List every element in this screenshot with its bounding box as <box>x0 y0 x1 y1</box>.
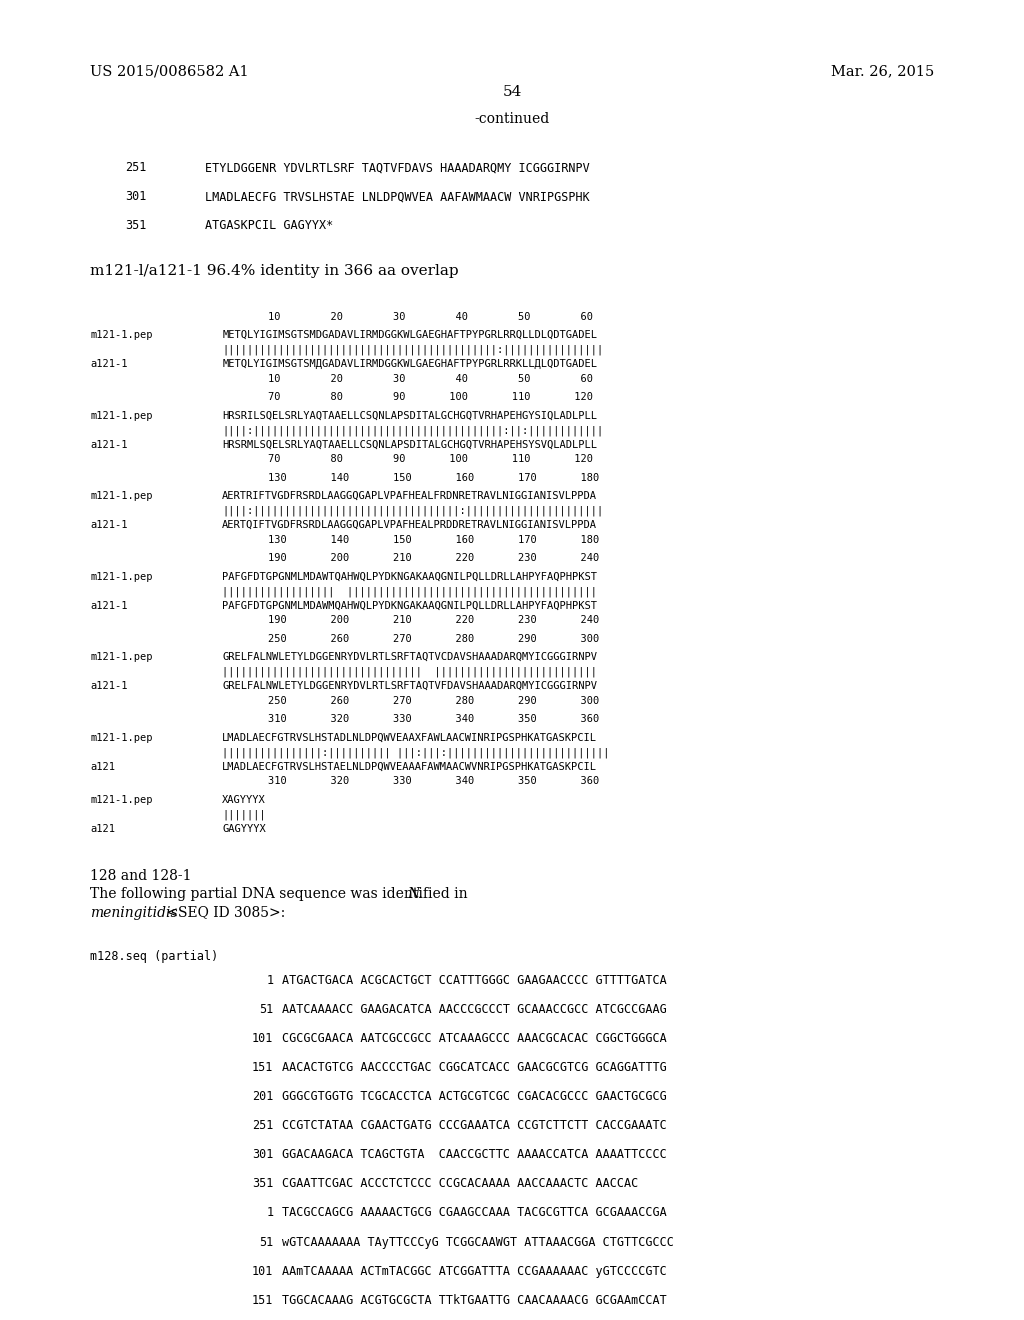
Text: 1: 1 <box>266 1206 273 1220</box>
Text: m121-1.pep: m121-1.pep <box>90 795 153 805</box>
Text: ||||||||||||||||:|||||||||| |||:|||:||||||||||||||||||||||||||: ||||||||||||||||:|||||||||| |||:|||:||||… <box>222 747 609 758</box>
Text: 51: 51 <box>259 1003 273 1016</box>
Text: XAGYYYX: XAGYYYX <box>222 795 266 805</box>
Text: 190       200       210       220       230       240: 190 200 210 220 230 240 <box>268 615 599 626</box>
Text: AERTRIFTVGDFRSRDLAAGGQGAPLVPAFHEALFRDNRETRAVLNIGGIANISVLPPDA: AERTRIFTVGDFRSRDLAAGGQGAPLVPAFHEALFRDNRE… <box>222 491 597 502</box>
Text: 70        80        90       100       110       120: 70 80 90 100 110 120 <box>268 392 593 403</box>
Text: m121-l/a121-1 96.4% identity in 366 aa overlap: m121-l/a121-1 96.4% identity in 366 aa o… <box>90 264 459 279</box>
Text: ||||:||||||||||||||||||||||||||||||||||||||||:||:||||||||||||: ||||:|||||||||||||||||||||||||||||||||||… <box>222 425 603 436</box>
Text: TACGCCAGCG AAAAACTGCG CGAAGCCAAA TACGCGTTCA GCGAAACCGA: TACGCCAGCG AAAAACTGCG CGAAGCCAAA TACGCGT… <box>282 1206 667 1220</box>
Text: HRSRILSQELSRLYAQTAAELLCSQNLAPSDITALGCHGQTVRHAPEHGYSIQLADLPLL: HRSRILSQELSRLYAQTAAELLCSQNLAPSDITALGCHGQ… <box>222 411 597 421</box>
Text: m121-1.pep: m121-1.pep <box>90 572 153 582</box>
Text: LMADLAECFG TRVSLHSTAE LNLDPQWVEA AAFAWMAACW VNRIPGSPHK: LMADLAECFG TRVSLHSTAE LNLDPQWVEA AAFAWMA… <box>205 190 590 203</box>
Text: a121: a121 <box>90 824 115 834</box>
Text: 54: 54 <box>503 86 521 99</box>
Text: m121-1.pep: m121-1.pep <box>90 652 153 663</box>
Text: GRELFALNWLETYLDGGENRYDVLRTLSRFTAQTVCDAVSHAAADARQMYICGGGIRNPV: GRELFALNWLETYLDGGENRYDVLRTLSRFTAQTVCDAVS… <box>222 652 597 663</box>
Text: 310       320       330       340       350       360: 310 320 330 340 350 360 <box>268 776 599 787</box>
Text: N.: N. <box>408 887 423 902</box>
Text: 251: 251 <box>125 161 146 174</box>
Text: LMADLAECFGTRVSLHSTADLNLDPQWVEAAXFAWLAACWINRIPGSPHKATGASKPCIL: LMADLAECFGTRVSLHSTADLNLDPQWVEAAXFAWLAACW… <box>222 733 597 743</box>
Text: meningitidis: meningitidis <box>90 906 178 920</box>
Text: m121-1.pep: m121-1.pep <box>90 411 153 421</box>
Text: METQLYIGIMSGTSMДGADAVLIRMDGGKWLGAEGHAFTPYPGRLRRKLLДLQDTGADEL: METQLYIGIMSGTSMДGADAVLIRMDGGKWLGAEGHAFTP… <box>222 359 597 370</box>
Text: 130       140       150       160       170       180: 130 140 150 160 170 180 <box>268 473 599 483</box>
Text: PAFGFDTGPGNMLMDAWMQAHWQLPYDKNGAKAAQGNILPQLLDRLLAHPYFAQPHPKST: PAFGFDTGPGNMLMDAWMQAHWQLPYDKNGAKAAQGNILP… <box>222 601 597 611</box>
Text: 201: 201 <box>252 1090 273 1104</box>
Text: |||||||: ||||||| <box>222 809 266 820</box>
Text: 1: 1 <box>266 974 273 987</box>
Text: PAFGFDTGPGNMLMDAWTQAHWQLPYDKNGAKAAQGNILPQLLDRLLAHPYFAQPHPKST: PAFGFDTGPGNMLMDAWTQAHWQLPYDKNGAKAAQGNILP… <box>222 572 597 582</box>
Text: 351: 351 <box>252 1177 273 1191</box>
Text: ||||:|||||||||||||||||||||||||||||||||:||||||||||||||||||||||: ||||:|||||||||||||||||||||||||||||||||:|… <box>222 506 603 516</box>
Text: 310       320       330       340       350       360: 310 320 330 340 350 360 <box>268 714 599 725</box>
Text: a121-1: a121-1 <box>90 601 128 611</box>
Text: 190       200       210       220       230       240: 190 200 210 220 230 240 <box>268 553 599 564</box>
Text: 101: 101 <box>252 1032 273 1045</box>
Text: <SEQ ID 3085>:: <SEQ ID 3085>: <box>162 906 286 920</box>
Text: TGGCACAAAG ACGTGCGCTA TTkTGAATTG CAACAAAACG GCGAAmCCAT: TGGCACAAAG ACGTGCGCTA TTkTGAATTG CAACAAA… <box>282 1294 667 1307</box>
Text: CCGTCTATAA CGAACTGATG CCCGAAATCA CCGTCTTCTT CACCGAAATC: CCGTCTATAA CGAACTGATG CCCGAAATCA CCGTCTT… <box>282 1119 667 1133</box>
Text: 351: 351 <box>125 219 146 232</box>
Text: ATGACTGACA ACGCACTGCT CCATTTGGGC GAAGAACCCC GTTTTGATCA: ATGACTGACA ACGCACTGCT CCATTTGGGC GAAGAAC… <box>282 974 667 987</box>
Text: CGAATTCGAC ACCCTCTCCC CCGCACAAAA AACCAAACTC AACCAC: CGAATTCGAC ACCCTCTCCC CCGCACAAAA AACCAAA… <box>282 1177 638 1191</box>
Text: LMADLAECFGTRVSLHSTAELNLDPQWVEAAAFAWMAACWVNRIPGSPHKATGASKPCIL: LMADLAECFGTRVSLHSTAELNLDPQWVEAAAFAWMAACW… <box>222 762 597 772</box>
Text: a121-1: a121-1 <box>90 520 128 531</box>
Text: US 2015/0086582 A1: US 2015/0086582 A1 <box>90 63 249 78</box>
Text: ||||||||||||||||||||||||||||||||||||||||||||:||||||||||||||||: ||||||||||||||||||||||||||||||||||||||||… <box>222 345 603 355</box>
Text: The following partial DNA sequence was identified in: The following partial DNA sequence was i… <box>90 887 472 902</box>
Text: 151: 151 <box>252 1294 273 1307</box>
Text: AERTQIFTVGDFRSRDLAAGGQGAPLVPAFHEALPRDDRETRAVLNIGGIANISVLPPDA: AERTQIFTVGDFRSRDLAAGGQGAPLVPAFHEALPRDDRE… <box>222 520 597 531</box>
Text: m121-1.pep: m121-1.pep <box>90 330 153 341</box>
Text: 130       140       150       160       170       180: 130 140 150 160 170 180 <box>268 535 599 545</box>
Text: a121-1: a121-1 <box>90 681 128 692</box>
Text: ||||||||||||||||||  ||||||||||||||||||||||||||||||||||||||||: |||||||||||||||||| |||||||||||||||||||||… <box>222 586 597 597</box>
Text: m128.seq (partial): m128.seq (partial) <box>90 950 218 964</box>
Text: ||||||||||||||||||||||||||||||||  ||||||||||||||||||||||||||: |||||||||||||||||||||||||||||||| |||||||… <box>222 667 597 677</box>
Text: AAmTCAAAAA ACTmTACGGC ATCGGATTTA CCGAAAAAAC yGTCCCCGTC: AAmTCAAAAA ACTmTACGGC ATCGGATTTA CCGAAAA… <box>282 1265 667 1278</box>
Text: GAGYYYX: GAGYYYX <box>222 824 266 834</box>
Text: 10        20        30        40        50        60: 10 20 30 40 50 60 <box>268 312 593 322</box>
Text: HRSRMLSQELSRLYAQTAAELLCSQNLAPSDITALGCHGQTVRHAPEHSYSVQLADLPLL: HRSRMLSQELSRLYAQTAAELLCSQNLAPSDITALGCHGQ… <box>222 440 597 450</box>
Text: 10        20        30        40        50        60: 10 20 30 40 50 60 <box>268 374 593 384</box>
Text: METQLYIGIMSGTSMDGADAVLIRMDGGKWLGAEGHAFTPYPGRLRRQLLDLQDTGADEL: METQLYIGIMSGTSMDGADAVLIRMDGGKWLGAEGHAFTP… <box>222 330 597 341</box>
Text: GGGCGTGGTG TCGCACCTCA ACTGCGTCGC CGACACGCCC GAACTGCGCG: GGGCGTGGTG TCGCACCTCA ACTGCGTCGC CGACACG… <box>282 1090 667 1104</box>
Text: ATGASKPCIL GAGYYX*: ATGASKPCIL GAGYYX* <box>205 219 333 232</box>
Text: 128 and 128-1: 128 and 128-1 <box>90 869 191 883</box>
Text: 301: 301 <box>252 1148 273 1162</box>
Text: -continued: -continued <box>474 112 550 125</box>
Text: a121-1: a121-1 <box>90 359 128 370</box>
Text: 250       260       270       280       290       300: 250 260 270 280 290 300 <box>268 634 599 644</box>
Text: wGTCAAAAAAA TAyTTCCCyG TCGGCAAWGT ATTAAACGGA CTGTTCGCCC: wGTCAAAAAAA TAyTTCCCyG TCGGCAAWGT ATTAAA… <box>282 1236 674 1249</box>
Text: ETYLDGGENR YDVLRTLSRF TAQTVFDAVS HAAADARQMY ICGGGIRNPV: ETYLDGGENR YDVLRTLSRF TAQTVFDAVS HAAADAR… <box>205 161 590 174</box>
Text: 101: 101 <box>252 1265 273 1278</box>
Text: a121: a121 <box>90 762 115 772</box>
Text: 251: 251 <box>252 1119 273 1133</box>
Text: 70        80        90       100       110       120: 70 80 90 100 110 120 <box>268 454 593 465</box>
Text: GGACAAGACA TCAGCTGTA  CAACCGCTTC AAAACCATCA AAAATTCCCC: GGACAAGACA TCAGCTGTA CAACCGCTTC AAAACCAT… <box>282 1148 667 1162</box>
Text: 151: 151 <box>252 1061 273 1074</box>
Text: 250       260       270       280       290       300: 250 260 270 280 290 300 <box>268 696 599 706</box>
Text: AATCAAAACC GAAGACATCA AACCCGCCCT GCAAACCGCC ATCGCCGAAG: AATCAAAACC GAAGACATCA AACCCGCCCT GCAAACC… <box>282 1003 667 1016</box>
Text: 51: 51 <box>259 1236 273 1249</box>
Text: AACACTGTCG AACCCCTGAC CGGCATCACC GAACGCGTCG GCAGGATTTG: AACACTGTCG AACCCCTGAC CGGCATCACC GAACGCG… <box>282 1061 667 1074</box>
Text: Mar. 26, 2015: Mar. 26, 2015 <box>830 63 934 78</box>
Text: m121-1.pep: m121-1.pep <box>90 491 153 502</box>
Text: GRELFALNWLETYLDGGENRYDVLRTLSRFTAQTVFDAVSHAAADARQMYICGGGIRNPV: GRELFALNWLETYLDGGENRYDVLRTLSRFTAQTVFDAVS… <box>222 681 597 692</box>
Text: 301: 301 <box>125 190 146 203</box>
Text: a121-1: a121-1 <box>90 440 128 450</box>
Text: m121-1.pep: m121-1.pep <box>90 733 153 743</box>
Text: CGCGCGAACA AATCGCCGCC ATCAAAGCCC AAACGCACAC CGGCTGGGCA: CGCGCGAACA AATCGCCGCC ATCAAAGCCC AAACGCA… <box>282 1032 667 1045</box>
